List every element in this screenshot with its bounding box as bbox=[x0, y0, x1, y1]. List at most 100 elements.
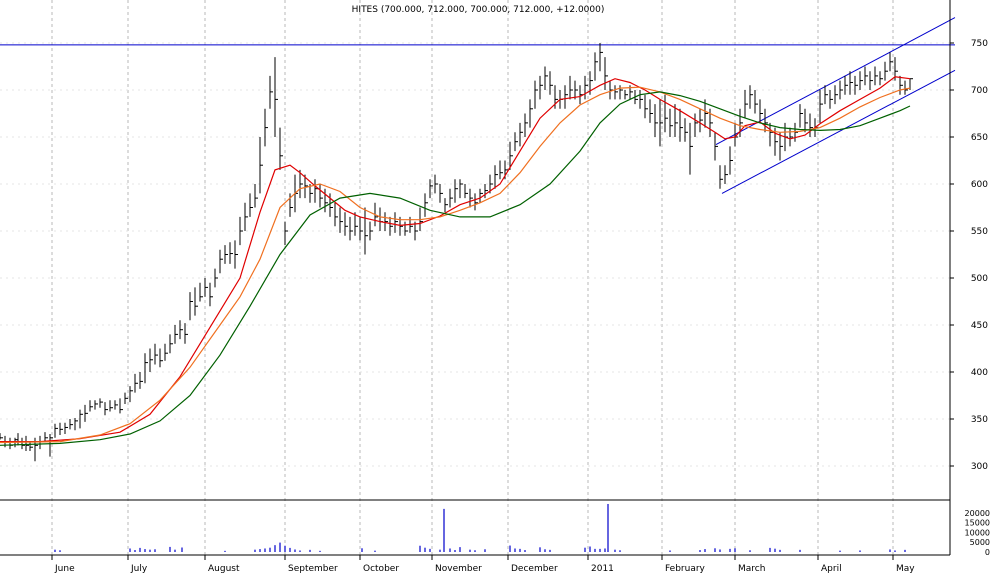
price-bar bbox=[804, 108, 808, 133]
price-bar bbox=[749, 85, 753, 109]
price-bar bbox=[224, 245, 228, 264]
moving-averages bbox=[0, 76, 911, 446]
price-bar bbox=[759, 99, 763, 123]
price-bar bbox=[654, 104, 658, 137]
price-bar bbox=[59, 422, 63, 435]
price-bar bbox=[189, 292, 193, 321]
price-bar bbox=[154, 343, 158, 365]
price-bar bbox=[819, 90, 823, 123]
price-bar bbox=[779, 132, 783, 161]
price-bar bbox=[624, 90, 628, 100]
price-y-tick-labels: 750 700 650 600 550 500 450 400 350 300 bbox=[950, 39, 988, 472]
price-bar bbox=[719, 165, 723, 189]
price-bar bbox=[54, 423, 58, 438]
price-bar bbox=[689, 122, 693, 175]
price-bar bbox=[789, 127, 793, 147]
price-bar bbox=[599, 43, 603, 72]
price-bar bbox=[859, 71, 863, 90]
price-bar bbox=[729, 146, 733, 175]
price-bar bbox=[899, 75, 903, 95]
price-bar bbox=[479, 188, 483, 203]
price-bar bbox=[404, 221, 408, 236]
price-y-tick-label: 450 bbox=[971, 321, 988, 331]
price-bar bbox=[94, 400, 98, 410]
price-bar bbox=[184, 323, 188, 344]
price-bar bbox=[89, 400, 93, 412]
price-bar bbox=[179, 320, 183, 340]
price-bar bbox=[164, 343, 168, 361]
price-bar bbox=[279, 127, 283, 170]
x-tick-label: March bbox=[738, 564, 765, 574]
price-bar bbox=[129, 386, 133, 403]
x-tick-label: June bbox=[54, 564, 75, 574]
price-bar bbox=[704, 99, 708, 128]
price-bar bbox=[839, 80, 843, 100]
price-bar bbox=[79, 409, 83, 429]
x-tick-labels: June July August September October November De… bbox=[51, 555, 915, 574]
price-y-tick-label: 600 bbox=[971, 180, 988, 190]
price-bar bbox=[539, 75, 543, 100]
price-bar bbox=[229, 242, 233, 264]
x-tick-label: February bbox=[665, 564, 706, 574]
price-bar bbox=[564, 85, 568, 109]
price-bar bbox=[569, 75, 573, 100]
price-bar bbox=[694, 113, 698, 137]
price-bar bbox=[809, 113, 813, 137]
price-bar bbox=[534, 80, 538, 109]
price-bar bbox=[424, 193, 428, 217]
price-bar bbox=[159, 348, 163, 368]
x-tick-label: 2011 bbox=[591, 564, 614, 574]
moving-average-line bbox=[0, 76, 911, 443]
price-bar bbox=[714, 132, 718, 161]
price-bar bbox=[764, 108, 768, 133]
price-bar bbox=[234, 240, 238, 269]
price-bar bbox=[274, 57, 278, 137]
price-bar bbox=[584, 75, 588, 100]
price-bar bbox=[429, 179, 433, 199]
price-bar bbox=[459, 179, 463, 199]
price-bar bbox=[389, 216, 393, 236]
price-bar bbox=[669, 108, 673, 137]
price-bar bbox=[309, 184, 313, 203]
price-bar bbox=[334, 202, 338, 227]
price-y-tick-label: 550 bbox=[971, 227, 988, 237]
price-bar bbox=[439, 184, 443, 203]
volume-y-tick-label: 5000 bbox=[970, 538, 990, 547]
price-bar bbox=[69, 419, 73, 430]
x-tick-label: May bbox=[896, 564, 915, 574]
price-bar bbox=[449, 188, 453, 208]
price-bar bbox=[239, 216, 243, 246]
price-bar bbox=[874, 66, 878, 86]
price-y-tick-label: 500 bbox=[971, 274, 988, 284]
price-bar bbox=[369, 221, 373, 241]
price-bar bbox=[269, 75, 273, 109]
trend-line bbox=[721, 69, 956, 194]
x-tick-label: September bbox=[288, 564, 338, 574]
x-tick-label: October bbox=[363, 564, 399, 574]
volume-y-tick-label: 10000 bbox=[965, 528, 990, 537]
price-bar bbox=[214, 268, 218, 288]
moving-average-line bbox=[0, 86, 911, 444]
price-bar bbox=[249, 193, 253, 217]
price-bar bbox=[149, 348, 153, 372]
x-tick-label: August bbox=[208, 564, 240, 574]
price-bar bbox=[444, 198, 448, 213]
price-bar bbox=[854, 75, 858, 95]
price-bar bbox=[844, 75, 848, 95]
price-bar bbox=[489, 174, 493, 194]
price-bar bbox=[109, 400, 113, 412]
price-bar bbox=[199, 282, 203, 302]
price-bar bbox=[319, 184, 323, 208]
price-bar bbox=[99, 398, 103, 408]
price-bar bbox=[519, 122, 523, 147]
price-bar bbox=[509, 141, 513, 170]
price-bar bbox=[0, 433, 3, 440]
x-tick-label: July bbox=[130, 564, 148, 574]
price-bar bbox=[434, 174, 438, 194]
price-bar bbox=[259, 137, 263, 194]
price-bar bbox=[674, 104, 678, 137]
price-bar bbox=[254, 184, 258, 208]
price-bar bbox=[724, 165, 728, 184]
price-bar bbox=[524, 113, 528, 137]
price-bar bbox=[84, 404, 88, 422]
